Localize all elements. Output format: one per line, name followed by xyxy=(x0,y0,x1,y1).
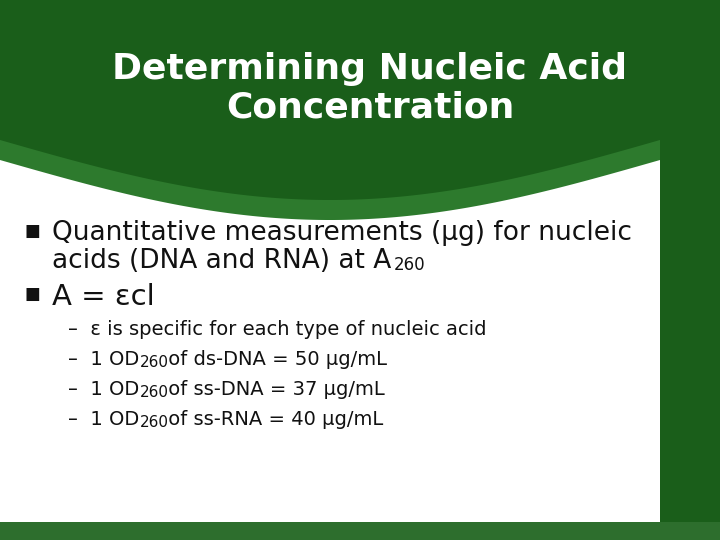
Polygon shape xyxy=(0,155,660,522)
Text: –  1 OD: – 1 OD xyxy=(68,350,139,369)
Text: Concentration: Concentration xyxy=(226,90,514,124)
Text: 260: 260 xyxy=(140,415,169,430)
Text: –  ε is specific for each type of nucleic acid: – ε is specific for each type of nucleic… xyxy=(68,320,487,339)
Text: –  1 OD: – 1 OD xyxy=(68,410,139,429)
Text: ■: ■ xyxy=(25,285,41,303)
Text: acids (DNA and RNA) at A: acids (DNA and RNA) at A xyxy=(52,248,391,274)
Text: 260: 260 xyxy=(140,355,169,370)
Text: ■: ■ xyxy=(25,222,41,240)
Text: Quantitative measurements (μg) for nucleic: Quantitative measurements (μg) for nucle… xyxy=(52,220,632,246)
Polygon shape xyxy=(0,140,660,220)
Text: Determining Nucleic Acid: Determining Nucleic Acid xyxy=(112,52,628,86)
Text: of ss-DNA = 37 μg/mL: of ss-DNA = 37 μg/mL xyxy=(162,380,384,399)
Text: of ds-DNA = 50 μg/mL: of ds-DNA = 50 μg/mL xyxy=(162,350,387,369)
Text: of ss-RNA = 40 μg/mL: of ss-RNA = 40 μg/mL xyxy=(162,410,383,429)
Text: A = εcl: A = εcl xyxy=(52,283,155,311)
Polygon shape xyxy=(0,522,720,540)
Text: 260: 260 xyxy=(394,256,426,274)
Text: –  1 OD: – 1 OD xyxy=(68,380,139,399)
Text: 260: 260 xyxy=(140,385,169,400)
